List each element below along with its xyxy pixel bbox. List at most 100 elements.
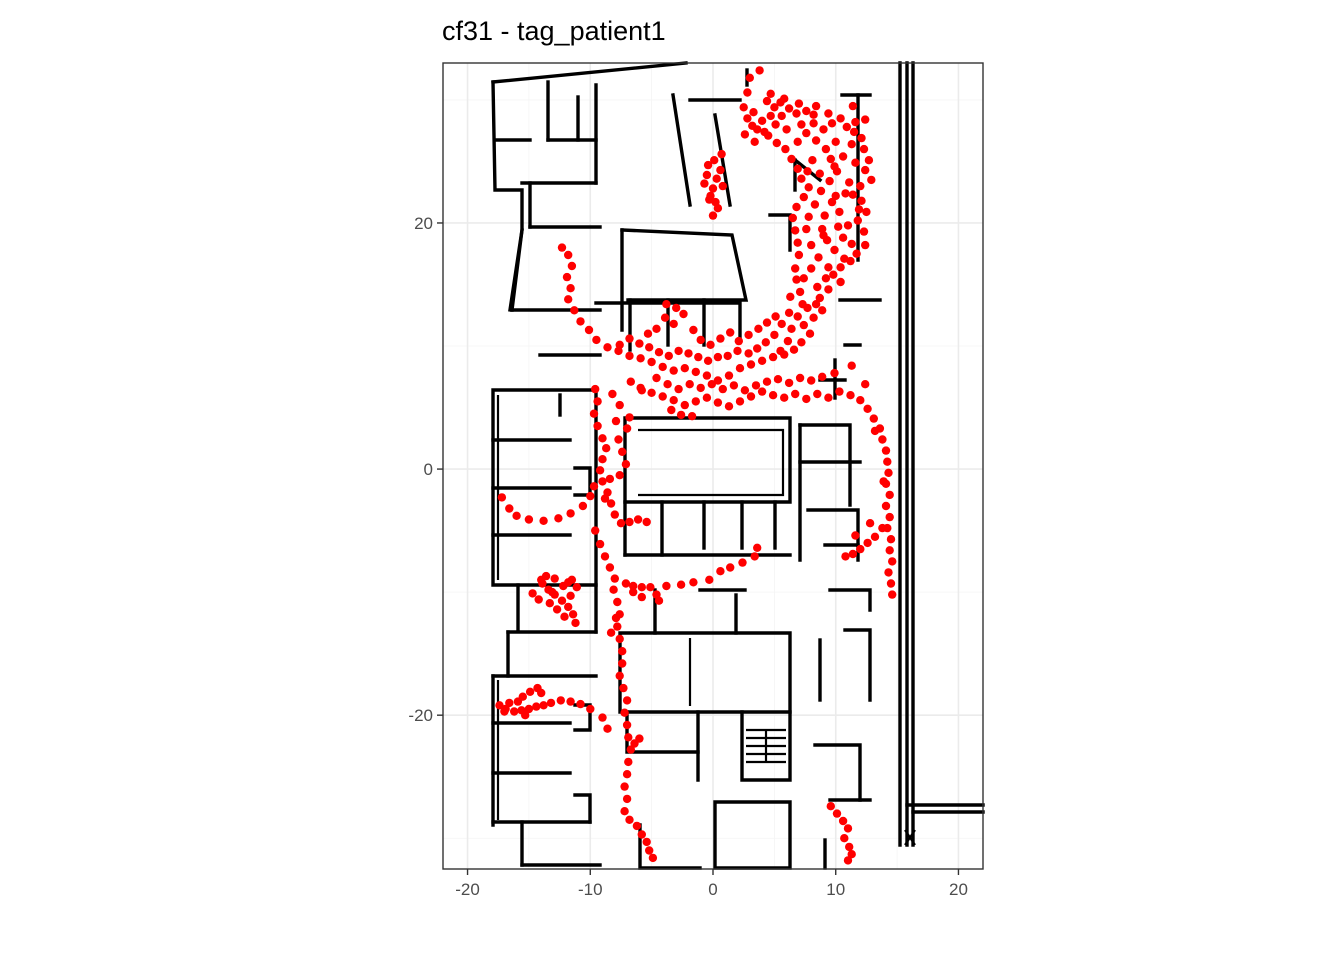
data-point <box>625 413 634 422</box>
data-point <box>827 119 837 128</box>
data-point <box>537 688 546 698</box>
data-point <box>710 156 719 165</box>
data-point <box>564 295 573 304</box>
data-point <box>550 574 559 583</box>
data-point <box>815 293 824 303</box>
data-point <box>716 165 725 175</box>
data-point <box>606 499 616 508</box>
data-point <box>702 170 712 180</box>
data-point <box>723 351 732 361</box>
data-point <box>619 683 628 693</box>
data-point <box>712 174 721 183</box>
data-point <box>754 324 763 333</box>
data-point <box>841 552 850 561</box>
data-point <box>795 373 805 383</box>
data-point <box>554 514 563 523</box>
data-point <box>593 421 602 431</box>
data-point <box>669 366 678 375</box>
data-point <box>854 205 864 214</box>
data-point <box>753 125 762 134</box>
data-point <box>654 596 664 605</box>
data-point <box>847 361 856 370</box>
data-point <box>717 149 726 159</box>
data-point <box>586 491 595 501</box>
data-point <box>793 164 802 173</box>
data-point <box>870 532 880 541</box>
data-point <box>708 184 718 193</box>
data-point <box>846 391 855 400</box>
data-point <box>664 351 673 361</box>
data-point <box>780 94 789 103</box>
data-point <box>830 162 839 171</box>
floor-plan <box>491 61 985 870</box>
data-point <box>672 303 681 313</box>
data-point <box>772 138 781 148</box>
data-point <box>842 122 851 132</box>
data-point <box>724 371 734 380</box>
data-point <box>676 580 686 589</box>
y-tick-label: 20 <box>414 214 433 233</box>
data-point <box>625 815 634 824</box>
data-point <box>626 745 635 754</box>
data-point <box>885 512 894 522</box>
data-point <box>571 618 580 628</box>
data-point <box>753 344 762 353</box>
data-point <box>831 137 840 146</box>
data-point <box>676 410 686 420</box>
data-point <box>534 595 543 604</box>
data-point <box>497 493 507 502</box>
data-point <box>794 99 804 108</box>
data-point <box>510 707 519 716</box>
data-point <box>660 313 670 322</box>
data-point <box>838 152 848 161</box>
data-point <box>613 597 622 607</box>
data-point <box>622 794 632 804</box>
data-point <box>810 200 820 209</box>
data-point <box>637 592 646 602</box>
data-point <box>825 176 834 186</box>
data-point <box>813 389 822 399</box>
data-point <box>809 110 818 119</box>
data-point <box>674 384 683 394</box>
data-point <box>847 140 856 149</box>
data-point <box>780 393 789 402</box>
data-point <box>539 701 548 710</box>
data-point <box>888 557 897 566</box>
data-point <box>500 707 509 716</box>
data-point <box>830 245 839 255</box>
data-point <box>738 558 747 567</box>
data-point <box>768 391 778 400</box>
data-point <box>818 372 827 381</box>
data-point <box>637 583 646 592</box>
data-point <box>562 272 572 282</box>
data-point <box>861 240 870 250</box>
data-point <box>819 125 828 134</box>
data-point <box>689 578 698 587</box>
data-point <box>716 567 725 576</box>
data-point <box>662 581 671 591</box>
data-point <box>524 515 534 524</box>
data-point <box>843 221 853 230</box>
data-point <box>761 338 770 347</box>
data-point <box>749 108 758 117</box>
data-point <box>786 292 795 301</box>
data-point <box>739 103 748 112</box>
data-point <box>609 585 618 594</box>
data-point <box>625 334 634 343</box>
data-point <box>586 704 595 714</box>
data-point <box>724 402 734 411</box>
data-point <box>564 250 573 260</box>
data-point <box>647 357 656 367</box>
data-point <box>621 460 631 469</box>
data-point <box>783 336 793 346</box>
data-point <box>643 329 653 338</box>
data-point <box>883 457 892 466</box>
data-point <box>591 526 600 535</box>
data-point <box>824 285 833 294</box>
data-point <box>566 697 575 706</box>
data-point <box>865 519 875 528</box>
data-point <box>645 846 654 855</box>
data-point <box>838 233 848 242</box>
data-point <box>818 306 827 315</box>
data-point <box>791 264 800 273</box>
